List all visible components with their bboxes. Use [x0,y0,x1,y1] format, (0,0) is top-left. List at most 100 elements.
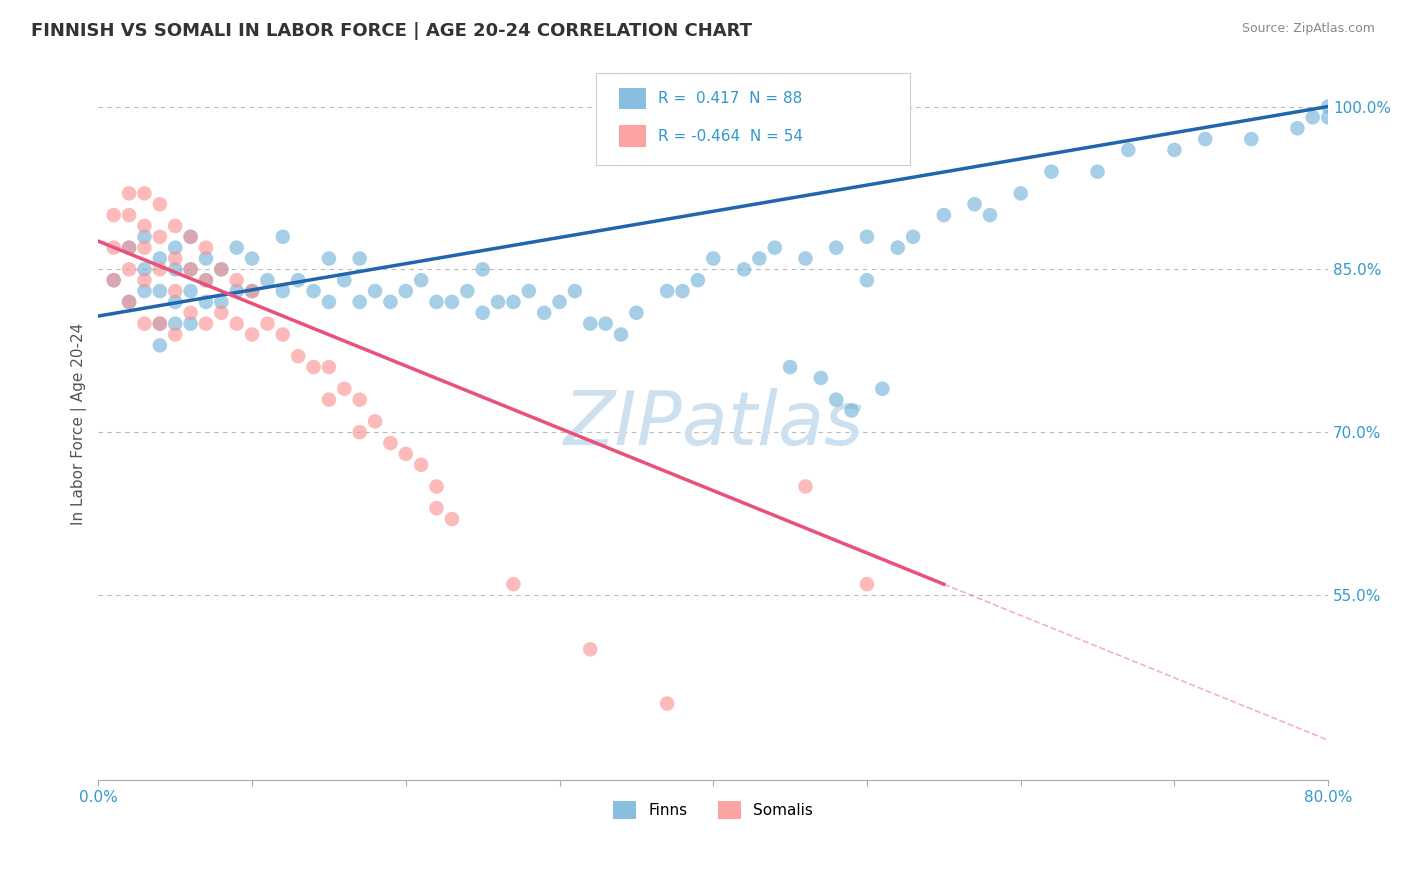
Point [825,241,848,255]
Point [564,284,586,298]
Point [380,436,402,450]
Point [225,317,247,331]
Point [103,241,125,255]
Point [349,252,371,266]
Point [134,317,156,331]
Point [302,360,325,375]
FancyBboxPatch shape [619,87,645,109]
Point [256,317,278,331]
Point [134,219,156,233]
Point [1194,132,1216,146]
Point [763,241,786,255]
Point [471,306,494,320]
Point [333,273,356,287]
Point [395,447,418,461]
Point [271,284,294,298]
Point [349,392,371,407]
Point [610,327,633,342]
FancyBboxPatch shape [596,73,910,164]
Point [440,294,463,309]
Point [165,262,187,277]
Point [901,229,924,244]
Point [287,273,309,287]
Point [180,262,202,277]
Point [471,262,494,277]
Point [1302,111,1324,125]
Text: FINNISH VS SOMALI IN LABOR FORCE | AGE 20-24 CORRELATION CHART: FINNISH VS SOMALI IN LABOR FORCE | AGE 2… [31,22,752,40]
Point [134,241,156,255]
Point [225,284,247,298]
Point [655,284,678,298]
Point [1317,111,1340,125]
Point [440,512,463,526]
Point [149,338,172,352]
Point [271,327,294,342]
Point [395,284,418,298]
Point [1010,186,1032,201]
Point [963,197,986,211]
Point [118,262,141,277]
Point [841,403,863,417]
Point [240,284,263,298]
Point [302,284,325,298]
Point [1163,143,1185,157]
Point [364,284,387,298]
FancyBboxPatch shape [619,126,645,147]
Point [825,392,848,407]
Point [1317,99,1340,113]
Point [209,262,232,277]
Text: Source: ZipAtlas.com: Source: ZipAtlas.com [1241,22,1375,36]
Point [118,294,141,309]
Point [165,317,187,331]
Point [118,186,141,201]
Point [425,294,447,309]
Point [165,284,187,298]
Text: ZIPatlas: ZIPatlas [564,388,863,460]
Point [165,219,187,233]
Point [149,317,172,331]
Point [149,252,172,266]
Point [165,294,187,309]
Point [194,273,217,287]
Point [979,208,1001,222]
Point [118,208,141,222]
Point [180,306,202,320]
Point [240,284,263,298]
Point [118,241,141,255]
Point [318,294,340,309]
Point [194,252,217,266]
Point [425,501,447,516]
Point [134,229,156,244]
Point [149,262,172,277]
Point [856,229,879,244]
Point [733,262,755,277]
Point [333,382,356,396]
Point [318,360,340,375]
Point [209,262,232,277]
Point [1116,143,1139,157]
Point [872,382,894,396]
Point [517,284,540,298]
Point [856,577,879,591]
Point [425,479,447,493]
Point [225,273,247,287]
Point [411,273,433,287]
Point [579,317,602,331]
Point [502,294,524,309]
Point [194,273,217,287]
Point [932,208,955,222]
Text: R = -0.464  N = 54: R = -0.464 N = 54 [658,128,803,144]
Point [702,252,724,266]
Point [579,642,602,657]
Point [671,284,693,298]
Point [810,371,832,385]
Point [595,317,617,331]
Legend: Finns, Somalis: Finns, Somalis [607,795,820,825]
Point [225,241,247,255]
Point [349,425,371,440]
Point [180,262,202,277]
Point [886,241,908,255]
Point [118,241,141,255]
Point [103,273,125,287]
Point [686,273,709,287]
